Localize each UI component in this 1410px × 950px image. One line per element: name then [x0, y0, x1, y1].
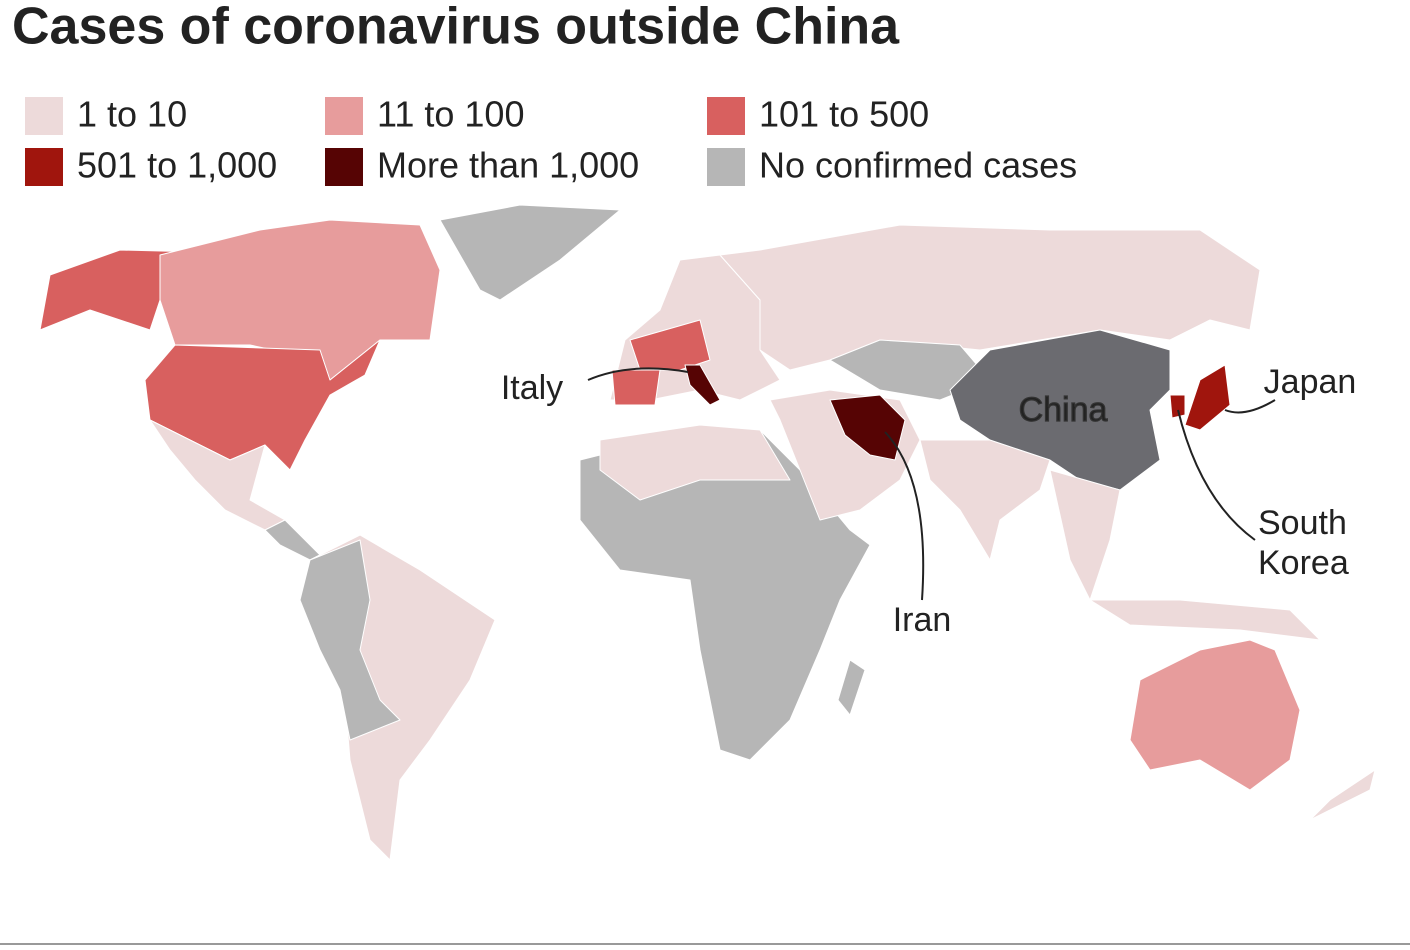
- africa: [579, 429, 871, 761]
- legend-swatch: [325, 97, 363, 135]
- italy: [684, 364, 721, 406]
- australia: [1129, 639, 1301, 791]
- china: [949, 329, 1171, 491]
- map-label: Japan: [1264, 363, 1357, 401]
- spain: [611, 369, 661, 406]
- countries: [39, 204, 1376, 861]
- iran: [829, 394, 906, 461]
- legend-label: 101 to 500: [759, 94, 929, 135]
- map-label: South Korea: [1258, 504, 1356, 582]
- legend-swatch: [707, 97, 745, 135]
- north-africa: [599, 424, 791, 501]
- legend-label: More than 1,000: [377, 145, 639, 186]
- legend-swatch: [707, 148, 745, 186]
- leader-line: [1177, 409, 1256, 541]
- leader-line: [884, 431, 925, 601]
- central-america: [264, 519, 321, 561]
- legend-swatch: [325, 148, 363, 186]
- india: [919, 439, 1051, 561]
- japan: [1184, 364, 1231, 431]
- greenland: [439, 204, 621, 301]
- leader-line: [587, 367, 689, 381]
- new-zealand: [1309, 769, 1376, 821]
- southeast-asia: [1049, 469, 1121, 601]
- title: Cases of coronavirus outside China: [12, 0, 900, 56]
- leader-line: [1224, 399, 1276, 414]
- legend: 1 to 10 11 to 100 101 to 500 501 to 1,000 Mo…: [25, 94, 1077, 186]
- map-label: China: [1019, 391, 1108, 429]
- legend-label: 11 to 100: [377, 94, 524, 135]
- russia: [719, 224, 1261, 371]
- south-korea: [1169, 394, 1186, 419]
- legend-swatch: [25, 97, 63, 135]
- andes: [299, 539, 401, 741]
- legend-label: No confirmed cases: [759, 145, 1077, 186]
- map-label: Italy: [501, 369, 563, 407]
- madagascar: [837, 659, 866, 716]
- map-label: Iran: [893, 601, 952, 639]
- indonesia: [1089, 599, 1321, 641]
- legend-swatch: [25, 148, 63, 186]
- legend-label: 501 to 1,000: [77, 145, 277, 186]
- legend-label: 1 to 10: [77, 94, 187, 135]
